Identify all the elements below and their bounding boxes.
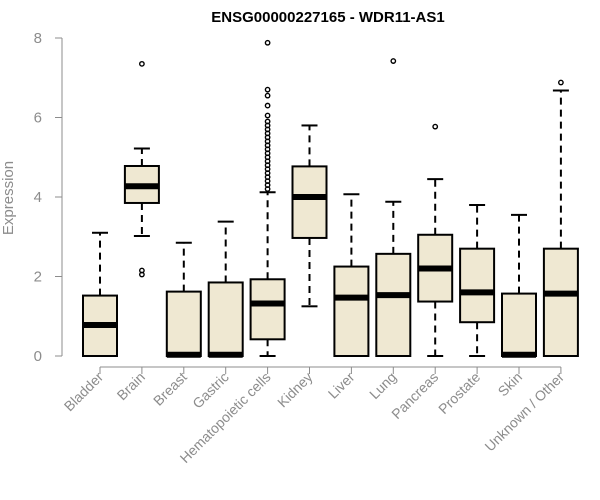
x-tick-label: Prostate [435,369,483,417]
x-tick-label: Liver [325,369,358,402]
box-group [291,124,328,308]
y-tick-label: 2 [34,269,42,286]
box-group [123,60,160,278]
x-tick-label: Breast [150,369,190,409]
box-group [249,39,286,357]
box-group [542,79,579,357]
box [165,290,202,358]
box-group [417,123,454,357]
box [501,292,537,357]
box [291,165,328,239]
chart-title: ENSG00000227165 - WDR11-AS1 [211,9,444,26]
y-tick-label: 4 [34,189,42,206]
box [375,252,412,357]
x-tick-label: Unknown / Other [481,369,567,455]
outlier-point [138,267,145,274]
outlier-point [264,39,271,46]
box [207,281,244,357]
outlier-point [138,60,145,67]
outlier-point [264,118,271,125]
box-series [82,39,579,358]
box-group [82,231,118,357]
outlier-point [264,92,271,99]
box-group [375,58,412,357]
outlier-point [264,102,271,109]
outlier-point [558,79,564,86]
y-tick-label: 6 [34,110,42,127]
box-group [165,241,202,358]
box-group [501,213,537,358]
box-group [459,203,496,357]
box-group [333,193,370,357]
x-tick-label: Pancreas [388,369,441,422]
y-tick-label: 8 [34,30,42,47]
outlier-point [432,123,439,130]
y-tick-label: 0 [34,348,42,365]
outlier-point [390,58,397,64]
box [333,265,370,357]
outlier-point [264,112,271,119]
x-tick-label: Bladder [61,369,107,415]
box [249,278,286,341]
x-tick-label: Brain [114,369,148,403]
x-tick-label: Lung [366,369,399,402]
y-axis-label: Expression [0,161,17,235]
box [459,247,496,324]
box-group [207,220,244,358]
y-axis: 0 2 4 6 8 [34,30,63,365]
outlier-point [264,86,271,93]
x-tick-label: Kidney [274,369,316,411]
box [542,247,579,357]
x-tick-label: Skin [495,369,526,400]
